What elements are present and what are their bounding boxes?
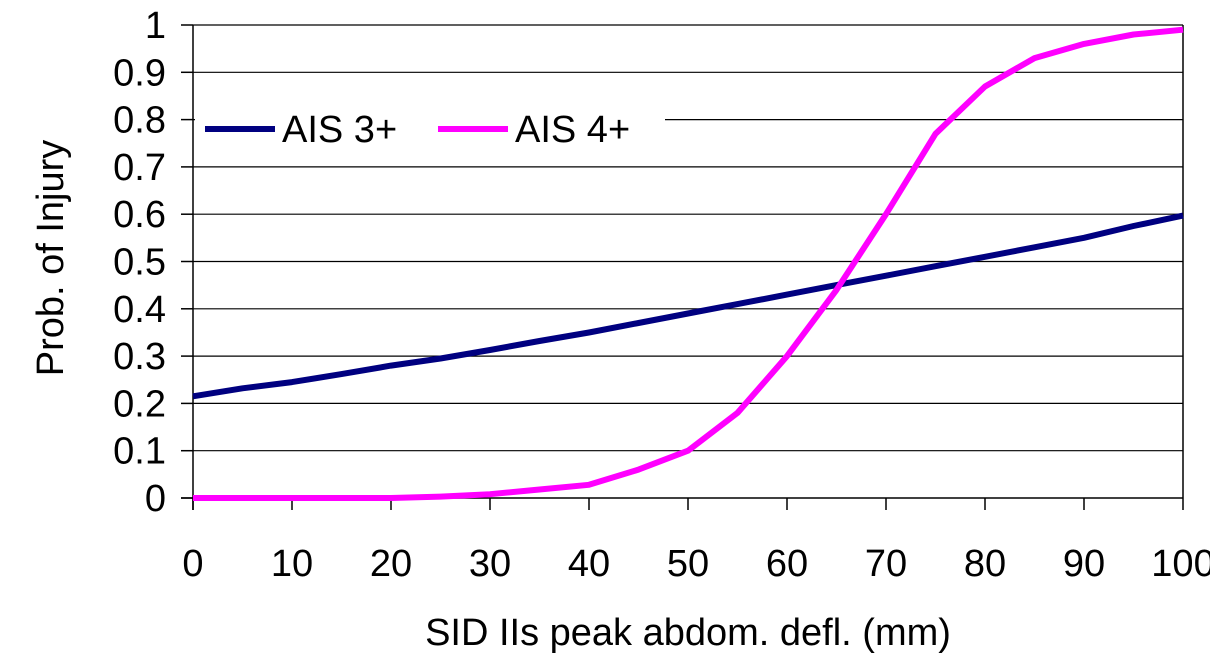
- x-tick-label: 10: [271, 543, 313, 585]
- y-tick-label: 0: [145, 478, 166, 520]
- x-tick-label: 40: [568, 543, 610, 585]
- x-tick-label: 50: [667, 543, 709, 585]
- y-tick-label: 0.4: [113, 289, 166, 331]
- x-tick-label: 30: [469, 543, 511, 585]
- y-tick-label: 0.9: [113, 52, 166, 94]
- legend-label-ais3: AIS 3+: [282, 109, 397, 151]
- y-tick-label: 0.2: [113, 383, 166, 425]
- y-tick-label: 0.8: [113, 100, 166, 142]
- y-tick-label: 0.1: [113, 431, 166, 473]
- series-line-ais3: [192, 212, 1184, 400]
- series-line-ais4: [193, 26, 1184, 501]
- gridlines: [193, 24, 1183, 452]
- x-tick-label: 60: [766, 543, 808, 585]
- x-tick-label: 0: [182, 543, 203, 585]
- y-tick-label: 1: [145, 5, 166, 47]
- y-tick-label: 0.5: [113, 242, 166, 284]
- y-axis-title: Prob. of Injury: [30, 140, 72, 377]
- y-tick-label: 0.6: [113, 194, 166, 236]
- tick-labels: 00.10.20.30.40.50.60.70.80.910 10 20 30 40 50…: [113, 5, 1210, 585]
- series-lines: [192, 26, 1184, 501]
- x-axis-title: SID IIs peak abdom. defl. (mm): [425, 612, 951, 654]
- x-tick-label: 90: [1063, 543, 1105, 585]
- legend-label-ais4: AIS 4+: [515, 109, 630, 151]
- x-tick-label: 80: [964, 543, 1006, 585]
- x-tick-label: 70: [865, 543, 907, 585]
- x-tick-label: 20: [370, 543, 412, 585]
- y-tick-label: 0.3: [113, 336, 166, 378]
- x-tick-label: 100: [1151, 543, 1210, 585]
- axes: [181, 24, 1184, 510]
- legend: AIS 3+ AIS 4+: [195, 103, 665, 155]
- y-tick-label: 0.7: [113, 147, 166, 189]
